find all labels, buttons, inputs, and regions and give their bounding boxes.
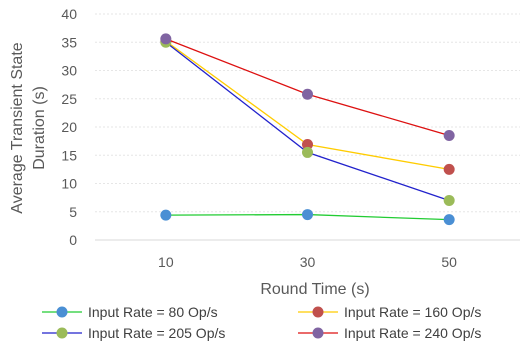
y-axis-title: Average Transient State Duration (s) — [9, 42, 48, 213]
legend-item-1: Input Rate = 80 Op/s — [42, 304, 218, 320]
y-axis-title-line-1: Average Transient State — [9, 42, 26, 213]
y-tick-label: 5 — [69, 204, 77, 220]
y-tick-label: 40 — [61, 6, 77, 22]
y-axis-title-line-2: Duration (s) — [31, 86, 48, 170]
x-axis-title: Round Time (s) — [260, 281, 369, 298]
series-line — [165, 41, 450, 202]
legend-marker — [312, 327, 324, 339]
legend-item-3: Input Rate = 205 Op/s — [42, 325, 225, 341]
legend-label: Input Rate = 240 Op/s — [344, 325, 481, 341]
y-tick-label: 35 — [61, 34, 77, 50]
data-point — [302, 209, 313, 221]
data-point — [160, 33, 172, 45]
data-point — [302, 139, 313, 151]
y-tick-label: 30 — [61, 63, 77, 79]
x-tick-label: 10 — [158, 254, 174, 270]
legend-item-2: Input Rate = 160 Op/s — [298, 304, 481, 320]
y-tick-label: 0 — [69, 232, 77, 248]
legend-label: Input Rate = 205 Op/s — [88, 325, 225, 341]
data-point — [443, 194, 455, 206]
data-point — [443, 214, 455, 226]
y-axis-ticks: 0 5 10 15 20 25 30 35 40 — [61, 6, 77, 248]
legend-marker — [312, 306, 324, 318]
data-point — [443, 163, 455, 175]
legend-label: Input Rate = 80 Op/s — [88, 304, 218, 320]
series-3 — [160, 36, 455, 206]
data-point — [302, 146, 313, 158]
x-tick-label: 50 — [441, 254, 457, 270]
y-tick-label: 25 — [61, 91, 77, 107]
y-tick-label: 10 — [61, 176, 77, 192]
series-group — [160, 33, 455, 226]
series-4 — [160, 33, 455, 141]
data-point — [443, 129, 455, 141]
legend: Input Rate = 80 Op/s Input Rate = 160 Op/… — [42, 304, 481, 341]
y-tick-label: 15 — [61, 147, 77, 163]
gridlines — [95, 13, 520, 241]
legend-marker — [56, 327, 68, 339]
series-line — [165, 38, 450, 137]
y-tick-label: 20 — [61, 119, 77, 135]
data-point — [302, 88, 313, 100]
legend-label: Input Rate = 160 Op/s — [344, 304, 481, 320]
x-tick-label: 30 — [300, 254, 316, 270]
series-1 — [160, 209, 455, 226]
legend-marker — [56, 306, 68, 318]
x-axis-ticks: 10 30 50 — [158, 254, 457, 270]
data-point — [160, 209, 172, 221]
legend-item-4: Input Rate = 240 Op/s — [298, 325, 481, 341]
